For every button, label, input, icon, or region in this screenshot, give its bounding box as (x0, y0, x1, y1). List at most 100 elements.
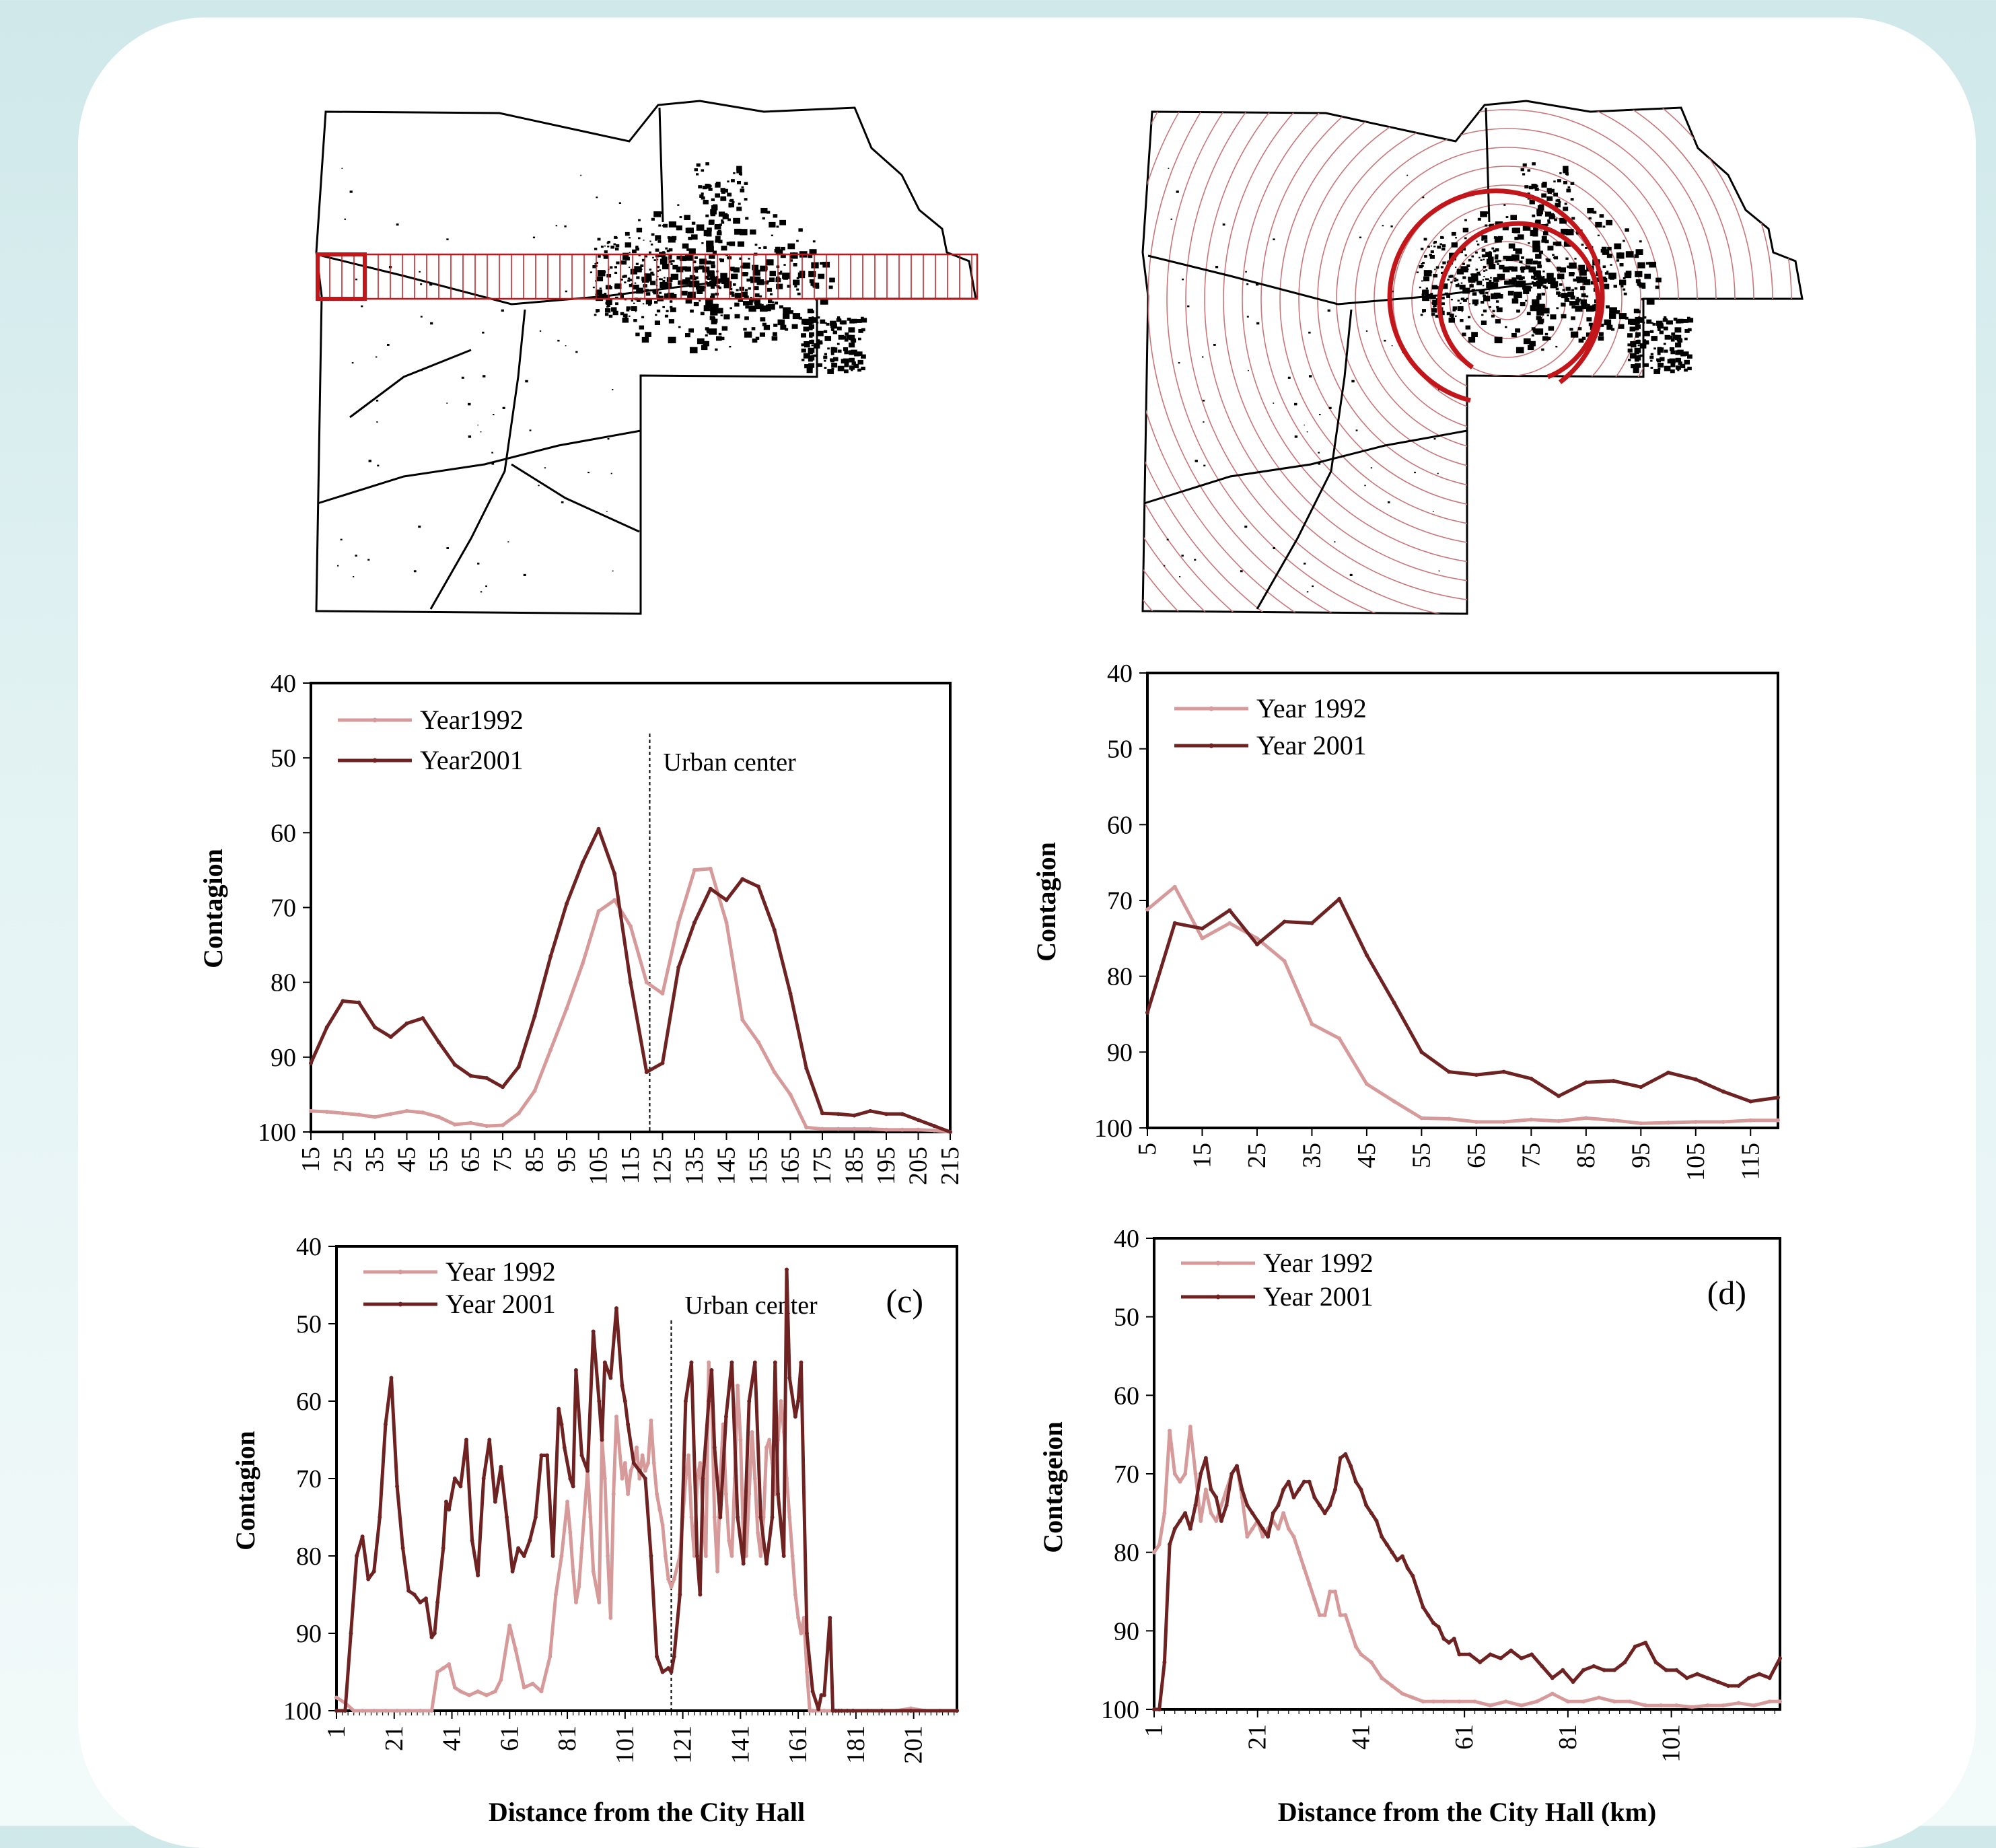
legend-label: Year 1992 (1256, 693, 1367, 723)
series-point-1992 (1245, 1534, 1250, 1539)
series-point-2001 (585, 1468, 590, 1473)
x-tick-label: 141 (726, 1726, 754, 1764)
y-tick-label: 40 (1107, 660, 1133, 688)
series-point-2001 (309, 1061, 313, 1065)
x-tick-label: 41 (1347, 1724, 1375, 1750)
series-point-1992 (788, 1092, 793, 1097)
series-point-2001 (1200, 926, 1205, 931)
y-tick-label: 40 (1114, 1225, 1139, 1253)
series-point-2001 (1266, 1534, 1271, 1539)
series-point-1992 (1767, 1699, 1772, 1704)
series-point-1992 (1291, 1534, 1296, 1539)
series-point-2001 (830, 1709, 835, 1713)
series-point-2001 (622, 1399, 627, 1403)
series-point-2001 (1183, 1511, 1188, 1516)
series-point-1992 (672, 1577, 676, 1582)
series-point-2001 (1395, 1558, 1400, 1563)
transect-band (316, 252, 978, 301)
series-point-2001 (908, 1709, 913, 1713)
y-tick-label: 70 (296, 1465, 322, 1493)
x-tick-label: 161 (784, 1726, 812, 1764)
series-point-1992 (1349, 1629, 1353, 1633)
x-tick-label: 61 (1450, 1724, 1478, 1750)
series-point-2001 (1421, 1605, 1425, 1610)
series-point-2001 (612, 872, 617, 876)
x-tick-label: 65 (457, 1147, 485, 1172)
series-point-2001 (1291, 1495, 1296, 1499)
series-point-2001 (557, 1407, 561, 1411)
y-tick-label: 90 (1114, 1617, 1139, 1645)
series-point-1992 (1152, 1550, 1156, 1555)
series-point-2001 (1172, 921, 1177, 925)
series-point-2001 (787, 1376, 792, 1380)
series-point-1992 (657, 1507, 662, 1512)
series-point-2001 (736, 1515, 740, 1520)
series-point-2001 (1322, 1511, 1327, 1516)
series-point-2001 (1736, 1684, 1741, 1688)
series-point-1992 (493, 1689, 497, 1694)
series-point-2001 (729, 1360, 734, 1365)
series-point-1992 (1162, 1511, 1167, 1516)
series-point-2001 (437, 1040, 441, 1044)
series-point-1992 (736, 1384, 740, 1388)
series-point-2001 (1374, 1519, 1379, 1523)
series-point-2001 (487, 1437, 492, 1442)
series-point-2001 (360, 1534, 365, 1539)
series-point-2001 (1592, 1664, 1596, 1668)
series-point-1992 (1209, 1511, 1213, 1516)
y-tick-label: 50 (271, 744, 296, 773)
series-point-2001 (666, 1666, 671, 1670)
series-point-2001 (1349, 1464, 1353, 1468)
series-point-1992 (750, 1430, 754, 1434)
series-point-2001 (1441, 1637, 1446, 1641)
series-point-1992 (553, 1592, 558, 1597)
series-point-1992 (435, 1670, 440, 1674)
series-point-1992 (1260, 1534, 1265, 1539)
series-point-2001 (1695, 1672, 1700, 1676)
series-point-2001 (796, 1399, 801, 1403)
series-point-2001 (1310, 921, 1314, 925)
series-point-2001 (458, 1484, 463, 1489)
y-axis-label: Contagion (230, 1431, 260, 1551)
series-point-1992 (437, 1114, 441, 1119)
x-tick-label: 195 (872, 1147, 900, 1185)
y-tick-label: 60 (1114, 1382, 1139, 1410)
series-point-1992 (1643, 1703, 1648, 1708)
series-point-2001 (1447, 1640, 1452, 1645)
legend-label: Year 1992 (1263, 1248, 1374, 1278)
series-point-2001 (1227, 908, 1232, 913)
series-point-1992 (1421, 1699, 1425, 1704)
series-point-2001 (1245, 1503, 1250, 1507)
series-point-1992 (418, 1709, 423, 1713)
series-point-2001 (781, 1554, 786, 1558)
series-point-2001 (701, 1477, 705, 1481)
series-point-1992 (1419, 1116, 1424, 1121)
series-point-1992 (660, 1523, 665, 1527)
series-point-2001 (528, 1538, 532, 1542)
series-point-2001 (447, 1507, 452, 1512)
highlighted-ring (1387, 188, 1605, 403)
series-point-2001 (955, 1709, 959, 1713)
series-point-1992 (629, 924, 633, 929)
series-point-1992 (588, 1515, 593, 1520)
county-outline-left (315, 100, 977, 615)
series-point-2001 (1447, 1069, 1452, 1074)
series-point-2001 (631, 1461, 636, 1465)
x-tick-label: 55 (1407, 1143, 1435, 1168)
series-point-1992 (622, 1461, 627, 1465)
urban-center-label: Urban center (684, 1291, 818, 1320)
series-point-1992 (548, 1654, 553, 1659)
series-point-1992 (1441, 1699, 1446, 1704)
x-tick-label: 165 (777, 1147, 805, 1185)
series-line-2001 (1145, 897, 1779, 1104)
series-point-2001 (660, 1061, 665, 1065)
county-outline-right (1141, 100, 1804, 615)
series-point-2001 (620, 1384, 625, 1388)
x-tick-label: 45 (1353, 1143, 1381, 1168)
series-point-1992 (1503, 1699, 1508, 1704)
series-point-1992 (383, 1709, 388, 1713)
series-point-1992 (351, 1709, 356, 1713)
y-tick-label: 60 (296, 1388, 322, 1416)
series-point-2001 (1411, 1573, 1415, 1578)
